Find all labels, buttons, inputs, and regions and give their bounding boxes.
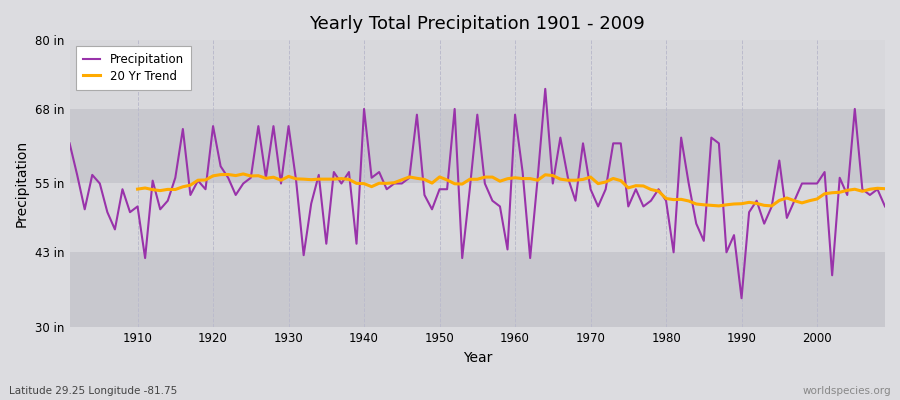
20 Yr Trend — [238, 172, 248, 176]
X-axis label: Year: Year — [463, 351, 492, 365]
20 Yr Trend — [132, 187, 143, 192]
Precipitation — [879, 204, 890, 209]
Precipitation — [736, 296, 747, 301]
Line: Precipitation: Precipitation — [69, 89, 885, 298]
Title: Yearly Total Precipitation 1901 - 2009: Yearly Total Precipitation 1901 - 2009 — [310, 15, 645, 33]
20 Yr Trend — [284, 174, 294, 179]
20 Yr Trend — [834, 190, 845, 195]
Legend: Precipitation, 20 Yr Trend: Precipitation, 20 Yr Trend — [76, 46, 191, 90]
Y-axis label: Precipitation: Precipitation — [15, 140, 29, 227]
Bar — [69, 252, 885, 327]
Precipitation — [608, 141, 618, 146]
Precipitation — [502, 247, 513, 252]
Bar — [69, 184, 885, 252]
Precipitation — [64, 141, 75, 146]
20 Yr Trend — [525, 176, 535, 181]
20 Yr Trend — [879, 186, 890, 191]
Precipitation — [540, 86, 551, 91]
Bar — [69, 109, 885, 184]
Bar — [69, 40, 885, 109]
20 Yr Trend — [585, 175, 596, 180]
Precipitation — [291, 178, 302, 183]
Text: worldspecies.org: worldspecies.org — [803, 386, 891, 396]
Line: 20 Yr Trend: 20 Yr Trend — [138, 174, 885, 206]
20 Yr Trend — [313, 177, 324, 182]
Precipitation — [124, 210, 135, 214]
Text: Latitude 29.25 Longitude -81.75: Latitude 29.25 Longitude -81.75 — [9, 386, 177, 396]
20 Yr Trend — [714, 204, 724, 208]
20 Yr Trend — [857, 189, 868, 194]
Precipitation — [336, 181, 346, 186]
Precipitation — [509, 112, 520, 117]
